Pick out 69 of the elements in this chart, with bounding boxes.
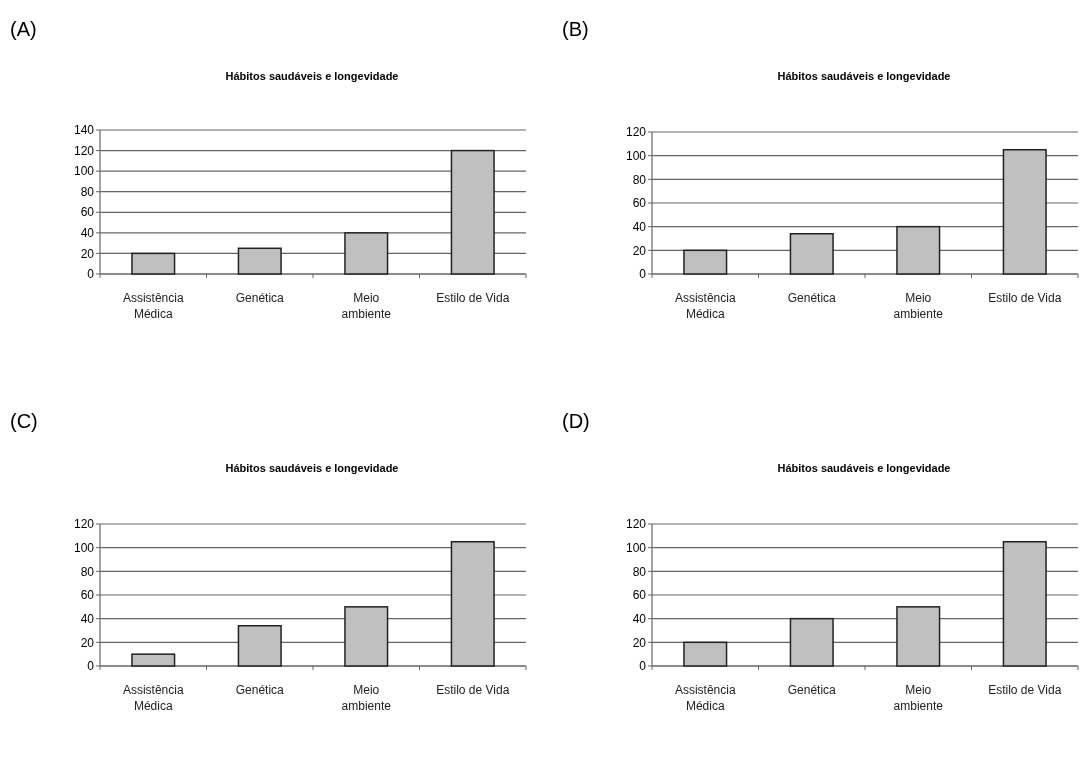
bar [450, 541, 495, 667]
y-tick-label: 80 [80, 184, 95, 199]
bar [450, 149, 495, 275]
bar [683, 641, 728, 667]
x-tick-label: Genética [787, 291, 837, 305]
chart-title: Hábitos saudáveis e longevidade [777, 462, 951, 474]
x-tick-label: Genética [787, 683, 837, 697]
y-tick-label: 100 [625, 148, 647, 163]
y-tick-label: 0 [87, 267, 95, 282]
y-tick-label: 40 [80, 611, 95, 626]
x-tick-label: Meio ambiente [341, 683, 392, 713]
x-tick-label: Estilo de Vida [436, 683, 510, 697]
y-tick-label: 100 [625, 540, 647, 555]
x-tick-label: Genética [235, 683, 285, 697]
y-tick-label: 60 [80, 588, 95, 603]
y-tick-label: 120 [73, 517, 95, 532]
x-tick-label: Estilo de Vida [436, 291, 510, 305]
y-tick-label: 60 [632, 588, 647, 603]
y-tick-label: 0 [87, 659, 95, 674]
x-tick-label: Estilo de Vida [988, 291, 1062, 305]
bar [131, 252, 176, 275]
y-tick-label: 40 [80, 226, 95, 241]
x-tick-label: Genética [235, 291, 285, 305]
bar [789, 233, 834, 275]
y-tick-label: 120 [625, 517, 647, 532]
y-tick-label: 100 [73, 540, 95, 555]
x-tick-label: Meio ambiente [341, 291, 392, 321]
bar [237, 625, 282, 667]
text: (B) [562, 18, 589, 40]
chart-title: Hábitos saudáveis e longevidade [225, 462, 399, 474]
y-tick-label: 60 [80, 205, 95, 220]
x-tick-label: Assistência Médica [674, 291, 736, 321]
y-tick-label: 40 [632, 611, 647, 626]
chart-title: Hábitos saudáveis e longevidade [225, 70, 399, 82]
y-tick-label: 0 [639, 267, 647, 282]
y-tick-label: 20 [632, 635, 647, 650]
y-tick-label: 140 [73, 123, 95, 138]
y-tick-label: 20 [80, 246, 95, 261]
bar [344, 232, 389, 275]
y-tick-label: 60 [632, 196, 647, 211]
bar [1002, 149, 1047, 275]
bar [344, 606, 389, 667]
bar [896, 606, 941, 667]
x-tick-label: Estilo de Vida [988, 683, 1062, 697]
text: (A) [10, 18, 37, 40]
bar [237, 247, 282, 275]
chart-title: Hábitos saudáveis e longevidade [777, 70, 951, 82]
text: (D) [562, 410, 590, 432]
x-tick-label: Assistência Médica [122, 291, 184, 321]
bar [683, 249, 728, 275]
y-tick-label: 120 [73, 143, 95, 158]
y-tick-label: 80 [80, 564, 95, 579]
x-tick-label: Meio ambiente [893, 291, 944, 321]
y-tick-label: 20 [80, 635, 95, 650]
x-tick-label: Assistência Médica [122, 683, 184, 713]
bar [789, 617, 834, 667]
y-tick-label: 80 [632, 172, 647, 187]
y-tick-label: 40 [632, 219, 647, 234]
y-tick-label: 0 [639, 659, 647, 674]
bar [896, 225, 941, 275]
y-tick-label: 20 [632, 243, 647, 258]
y-tick-label: 100 [73, 164, 95, 179]
y-tick-label: 80 [632, 564, 647, 579]
x-tick-label: Assistência Médica [674, 683, 736, 713]
x-tick-label: Meio ambiente [893, 683, 944, 713]
bar [1002, 541, 1047, 667]
text: (C) [10, 410, 38, 432]
y-tick-label: 120 [625, 125, 647, 140]
bar [131, 653, 176, 667]
